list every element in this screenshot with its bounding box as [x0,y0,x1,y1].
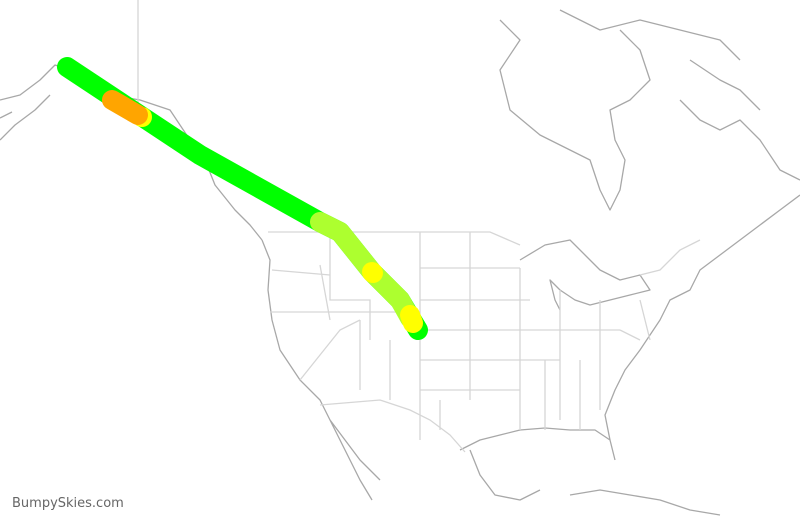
route-segment-moderate [362,262,383,283]
route-segment-strong [102,90,148,125]
brand-watermark: BumpySkies.com [12,496,124,511]
coastline-alaska-southwest [0,94,51,141]
great-lakes [519,239,651,311]
route-segment-moderate [400,305,423,333]
caribbean [569,489,721,516]
coastline-labrador [559,9,800,181]
coastline-alaska [0,64,263,241]
coastline-east [604,194,800,441]
coastline-hudson [499,19,651,211]
